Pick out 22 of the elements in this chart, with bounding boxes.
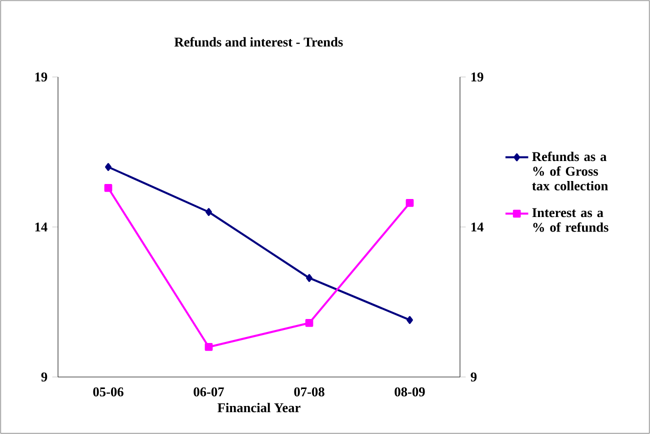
point [406, 316, 413, 324]
y2-tick-label: 14 [35, 222, 48, 232]
y-tick-label: 9 [470, 372, 477, 382]
x-tick-label: 06-07 [194, 387, 224, 396]
point [104, 184, 112, 192]
chart-title: Refunds and interest - Trends [174, 37, 343, 47]
point [306, 274, 312, 282]
y2-tick-label: 9 [41, 372, 48, 382]
x-axis-title: Financial Year [218, 402, 300, 412]
y-tick-label: 14 [471, 222, 484, 232]
legend-label: Interest as a % of refunds [532, 208, 608, 232]
x-tick-label: 08-09 [394, 387, 425, 396]
y-tick-label: 19 [471, 72, 484, 82]
y2-tick-label: 19 [35, 72, 48, 82]
point [206, 208, 212, 216]
point [406, 199, 414, 207]
x-tick-label: 07-08 [294, 387, 324, 396]
legend-label: Refunds as a % of Gross tax collection [532, 152, 608, 190]
point [305, 319, 314, 327]
point [204, 343, 213, 351]
point [105, 163, 112, 171]
x-tick-label: 05-06 [93, 387, 124, 396]
